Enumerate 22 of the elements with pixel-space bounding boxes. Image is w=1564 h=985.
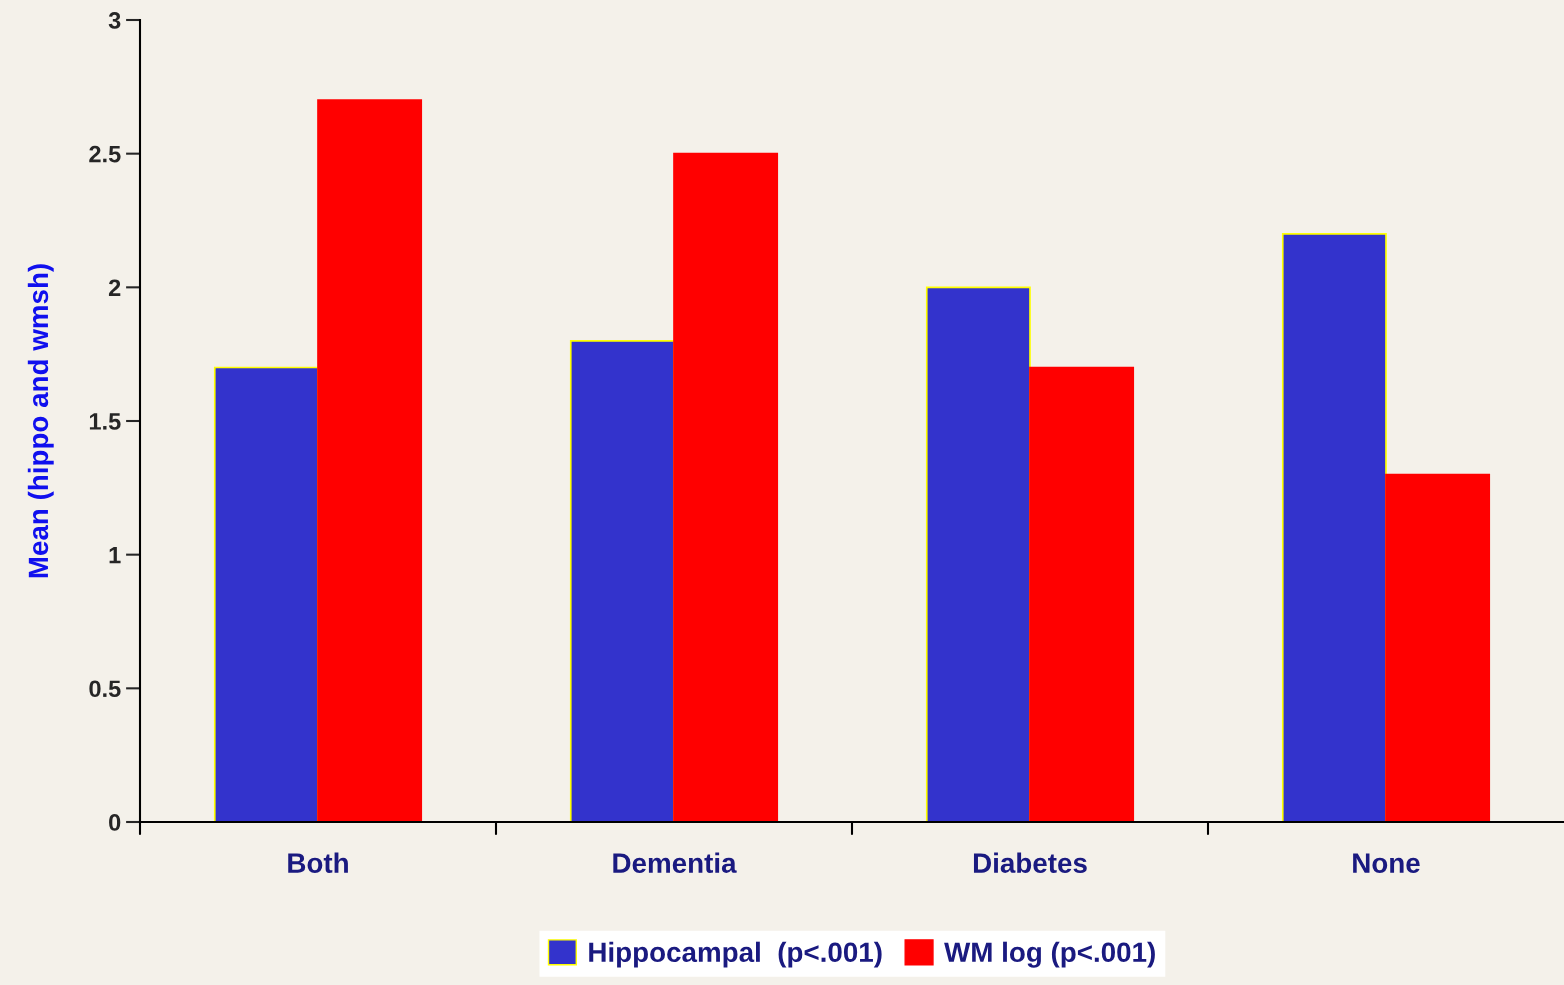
bar bbox=[1385, 473, 1491, 822]
y-tick-label: 0 bbox=[109, 814, 121, 831]
y-tick-label: 3 bbox=[108, 12, 121, 29]
bar bbox=[317, 99, 423, 822]
y-tick-label: 1.5 bbox=[89, 413, 121, 430]
bar bbox=[213, 366, 319, 822]
x-tick-label: None bbox=[1353, 853, 1420, 873]
legend-label: WM log (p<.001) bbox=[944, 941, 1155, 968]
y-tick-label: 2.5 bbox=[89, 145, 121, 163]
y-tick-label: 0.5 bbox=[89, 680, 121, 698]
x-tick-label: Dementia bbox=[613, 852, 737, 873]
y-axis-title: Mean (hippo and wmsh) bbox=[27, 264, 54, 578]
x-tick-label: Diabetes bbox=[973, 852, 1087, 873]
legend-label: Hippocampal (p<.001) bbox=[589, 941, 882, 968]
bar bbox=[673, 152, 779, 822]
bar bbox=[1281, 233, 1387, 822]
bar bbox=[1029, 366, 1135, 822]
y-tick-label: 2 bbox=[108, 279, 121, 296]
x-tick-label: Both bbox=[288, 852, 348, 873]
y-tick-label: 1 bbox=[109, 546, 121, 564]
bar bbox=[925, 286, 1031, 822]
bar bbox=[569, 339, 675, 822]
